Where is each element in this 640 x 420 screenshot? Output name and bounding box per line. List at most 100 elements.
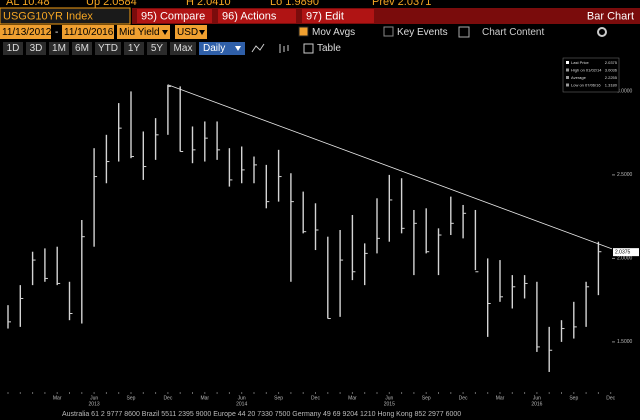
period-label: 6M bbox=[75, 43, 89, 54]
period-label: YTD bbox=[98, 43, 118, 54]
quote-item: Lo 1.9890 bbox=[270, 0, 319, 8]
legend-box bbox=[562, 57, 620, 93]
x-year-label: 2014 bbox=[236, 401, 247, 407]
legend-swatch bbox=[566, 76, 569, 79]
x-tick-label: Mar bbox=[496, 395, 505, 401]
dropdown-arrow bbox=[199, 30, 205, 35]
y-tick-label: 3.0000 bbox=[617, 89, 633, 95]
x-tick-label: Jun bbox=[238, 395, 246, 401]
date-field[interactable] bbox=[62, 25, 114, 39]
table-button[interactable]: Table bbox=[317, 43, 341, 54]
button-label: 96) Actions bbox=[222, 10, 277, 22]
period-button[interactable] bbox=[3, 42, 23, 55]
view-title: Bar Chart bbox=[587, 10, 634, 22]
icon[interactable] bbox=[303, 43, 314, 54]
legend-swatch bbox=[566, 68, 569, 72]
start-date: 11/13/2012 bbox=[2, 27, 52, 38]
legend-label: Last Price bbox=[571, 60, 590, 65]
x-tick-label: Sep bbox=[569, 395, 578, 401]
icon[interactable] bbox=[279, 44, 289, 53]
period-button[interactable] bbox=[26, 42, 46, 55]
chart-content[interactable]: Chart Content bbox=[482, 27, 544, 38]
quote-bar: AL 10.48 Up 2.0584 H 2.0410 Lo 1.9890 Prev 2… bbox=[6, 0, 431, 8]
last-value-box bbox=[613, 248, 639, 257]
quote-item: H 2.0410 bbox=[186, 0, 231, 8]
frequency: Daily bbox=[203, 43, 225, 54]
legend-value: 3.0036 bbox=[605, 68, 618, 73]
field-select[interactable] bbox=[117, 25, 170, 39]
frequency-select[interactable] bbox=[199, 42, 245, 55]
legend-label: Low on 07/06/16 bbox=[571, 83, 601, 88]
legend-value: 2.0375 bbox=[605, 60, 618, 65]
last-value-label: 2.0375 bbox=[615, 249, 631, 255]
option: Key Events bbox=[397, 27, 448, 38]
button[interactable] bbox=[137, 9, 212, 23]
ticker-box[interactable] bbox=[0, 7, 131, 25]
x-tick-label: Jun bbox=[385, 395, 393, 401]
x-year-label: 2016 bbox=[531, 401, 542, 407]
period-label: 1M bbox=[52, 43, 66, 54]
quote-item: AL 10.48 bbox=[6, 0, 50, 8]
period-label: Max bbox=[174, 43, 193, 54]
icon[interactable] bbox=[458, 26, 470, 38]
x-tick-label: Dec bbox=[459, 395, 468, 401]
period-button[interactable] bbox=[147, 42, 167, 55]
x-year-label: 2015 bbox=[384, 401, 395, 407]
period-button[interactable] bbox=[95, 42, 121, 55]
y-tick-label: 2.0000 bbox=[617, 256, 633, 262]
x-tick-label: Dec bbox=[606, 395, 615, 401]
period-button[interactable] bbox=[49, 42, 69, 55]
currency: USD bbox=[177, 27, 198, 38]
date-field[interactable] bbox=[0, 25, 51, 39]
button-label: 97) Edit bbox=[306, 10, 344, 22]
checkbox[interactable] bbox=[383, 26, 394, 37]
button-label: 95) Compare bbox=[141, 10, 205, 22]
y-tick-label: 1.5000 bbox=[617, 339, 633, 345]
legend-swatch bbox=[566, 61, 569, 64]
period-bar: 1D 3D 1M 6M YTD 1Y 5Y Max Daily bbox=[3, 42, 245, 55]
footer: Australia 61 2 9777 8600 Brazil 5511 239… bbox=[62, 411, 461, 418]
x-tick-label: Dec bbox=[163, 395, 172, 401]
x-tick-label: Dec bbox=[311, 395, 320, 401]
button[interactable] bbox=[302, 9, 374, 23]
x-year-label: 2013 bbox=[89, 401, 100, 407]
x-tick-label: Sep bbox=[422, 395, 431, 401]
x-tick-label: Mar bbox=[200, 395, 209, 401]
separator: - bbox=[55, 27, 58, 38]
dropdown-arrow bbox=[235, 46, 241, 51]
quote-item: Up 2.0584 bbox=[86, 0, 137, 8]
dropdown-arrow bbox=[162, 30, 168, 35]
x-tick-label: Jun bbox=[90, 395, 98, 401]
quote-item: Prev 2.0371 bbox=[372, 0, 431, 8]
x-tick-label: Mar bbox=[53, 395, 62, 401]
x-tick-label: Sep bbox=[127, 395, 136, 401]
ticker: USGG10YR Index bbox=[3, 10, 93, 22]
period-button[interactable] bbox=[124, 42, 144, 55]
period-label: 1D bbox=[7, 43, 20, 54]
legend-swatch bbox=[566, 83, 569, 87]
trend-line bbox=[167, 84, 613, 250]
icon[interactable] bbox=[251, 43, 265, 53]
period-label: 1Y bbox=[128, 43, 141, 54]
checkbox[interactable] bbox=[298, 26, 309, 37]
period-label: 3D bbox=[30, 43, 43, 54]
currency-select[interactable] bbox=[175, 25, 207, 39]
y-tick-label: 2.5000 bbox=[617, 172, 633, 178]
field: Mid Yield bbox=[119, 27, 160, 38]
settings-icon[interactable] bbox=[597, 27, 607, 37]
x-tick-label: Jun bbox=[533, 395, 541, 401]
legend-value: 2.2255 bbox=[605, 75, 618, 80]
option: Mov Avgs bbox=[312, 27, 355, 38]
x-tick-label: Mar bbox=[348, 395, 357, 401]
x-tick-label: Sep bbox=[274, 395, 283, 401]
button[interactable] bbox=[218, 9, 296, 23]
legend-value: 1.3180 bbox=[605, 83, 618, 88]
period-button[interactable] bbox=[72, 42, 92, 55]
period-label: 5Y bbox=[151, 43, 164, 54]
end-date: 11/10/2016 bbox=[64, 27, 114, 38]
period-button[interactable] bbox=[170, 42, 196, 55]
